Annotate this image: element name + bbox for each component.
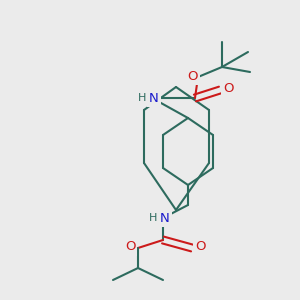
Text: O: O xyxy=(188,70,198,83)
Text: O: O xyxy=(125,241,135,254)
Text: N: N xyxy=(149,92,159,104)
Text: H: H xyxy=(149,213,157,223)
Text: N: N xyxy=(160,212,170,224)
Text: H: H xyxy=(138,93,146,103)
Text: O: O xyxy=(195,241,205,254)
Text: O: O xyxy=(223,82,233,94)
